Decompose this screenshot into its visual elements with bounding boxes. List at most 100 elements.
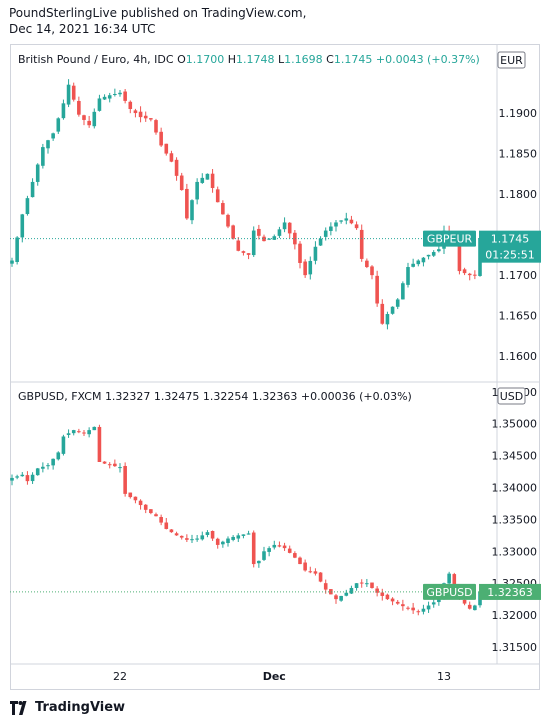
candle-body-0-63: [334, 222, 338, 227]
candle-body-0-62: [329, 226, 333, 231]
candle-body-0-58: [308, 260, 313, 275]
candle-body-1-3: [25, 475, 30, 482]
candle-body-0-24: [133, 110, 138, 114]
candle-body-1-63: [334, 595, 338, 600]
candle-body-1-68: [359, 582, 364, 584]
candle-body-0-88: [462, 269, 467, 274]
candle-body-0-22: [123, 91, 127, 101]
candle-body-0-3: [25, 198, 30, 215]
candle-body-1-55: [293, 553, 297, 558]
candle-body-0-49: [262, 236, 266, 242]
candle-body-1-0: [10, 477, 14, 481]
legend-part-0-9: +0.0043 (+0.37%): [376, 53, 480, 66]
candle-body-0-31: [169, 153, 174, 162]
candle-body-1-67: [354, 583, 359, 588]
candle-body-1-79: [416, 611, 421, 613]
candle-body-0-18: [102, 96, 107, 100]
candle-body-1-48: [257, 560, 261, 564]
candle-body-0-66: [349, 219, 354, 224]
candle-body-1-78: [411, 607, 415, 611]
candle-body-0-39: [210, 173, 215, 189]
candle-body-0-35: [190, 200, 194, 221]
candle-body-0-50: [267, 238, 271, 240]
candle-body-1-85: [447, 573, 451, 584]
candle-body-1-31: [169, 529, 174, 533]
y-tick-label-1-3: 1.33000: [492, 545, 538, 558]
candle-body-1-52: [277, 545, 282, 547]
candle-body-0-67: [354, 224, 359, 229]
candle-body-1-37: [200, 535, 205, 540]
candle-body-0-10: [61, 103, 66, 119]
candle-body-1-36: [195, 538, 199, 540]
candle-body-0-2: [20, 214, 25, 238]
candle-body-1-32: [174, 533, 179, 536]
symbol-label-box-0: [423, 230, 476, 247]
candle-body-0-27: [149, 118, 153, 120]
candle-body-0-1: [15, 237, 19, 262]
candle-body-0-17: [97, 98, 102, 111]
candle-body-1-19: [107, 464, 112, 466]
candle-body-1-44: [236, 535, 241, 539]
candle-body-1-75: [395, 601, 400, 604]
footer: TradingView: [10, 700, 125, 715]
x-tick-label-1: Dec: [263, 670, 286, 683]
candle-body-0-20: [113, 94, 117, 96]
candle-body-0-28: [154, 120, 158, 133]
candle-body-1-77: [406, 607, 410, 609]
legend-part-0-2: 1.1700: [186, 53, 228, 66]
candle-body-1-21: [118, 467, 122, 469]
price-label-box-1: [479, 583, 541, 600]
y-tick-label-0-0: 1.1600: [499, 350, 538, 363]
candle-body-0-26: [143, 115, 148, 119]
candle-body-1-2: [20, 474, 25, 477]
candle-body-0-43: [231, 225, 235, 239]
candle-body-0-61: [323, 230, 328, 237]
price-label-0: 1.1745: [491, 233, 530, 246]
symbol-label-0: GBPEUR: [427, 233, 473, 246]
candle-body-0-48: [257, 228, 261, 236]
y-tick-label-1-5: 1.34000: [492, 482, 538, 495]
candle-body-1-1: [15, 476, 19, 478]
candle-body-1-4: [30, 474, 35, 482]
candle-body-1-16: [92, 426, 97, 431]
legend-part-0-0: British Pound / Euro, 4h, IDC: [18, 53, 177, 66]
candle-body-1-25: [138, 500, 143, 506]
candle-body-0-81: [426, 254, 431, 257]
legend-part-0-3: H: [228, 53, 236, 66]
candle-body-1-6: [41, 466, 45, 469]
candle-body-1-26: [143, 504, 148, 510]
candle-body-0-19: [107, 95, 112, 99]
candle-body-1-58: [308, 571, 313, 573]
legend-part-1-4: 1.32363: [252, 390, 301, 403]
candle-body-0-23: [128, 101, 133, 110]
candle-body-0-41: [221, 203, 225, 215]
candle-body-0-11: [66, 84, 71, 105]
candle-body-0-68: [359, 229, 364, 259]
candle-body-0-16: [92, 111, 97, 127]
candle-body-1-11: [66, 433, 71, 435]
candle-body-1-46: [246, 533, 251, 535]
candle-body-0-56: [298, 243, 302, 263]
currency-label-1: USD: [500, 390, 524, 403]
y-tick-label-1-7: 1.35000: [492, 418, 538, 431]
y-tick-label-1-1: 1.32000: [492, 609, 538, 622]
candle-body-0-33: [179, 175, 184, 191]
candle-body-1-56: [298, 557, 302, 565]
candle-body-1-22: [123, 465, 127, 494]
candle-body-1-10: [61, 436, 66, 454]
legend-part-0-6: 1.1698: [284, 53, 326, 66]
candle-body-1-9: [56, 452, 61, 460]
candle-body-0-78: [411, 263, 415, 267]
candle-body-0-25: [138, 111, 143, 118]
y-tick-label-0-4: 1.1850: [499, 148, 538, 161]
candle-body-0-37: [200, 177, 205, 183]
legend-part-0-5: L: [278, 53, 285, 66]
candle-body-0-69: [365, 260, 369, 268]
tradingview-logo-icon: [10, 700, 27, 715]
candle-body-1-66: [349, 587, 354, 594]
candle-body-0-8: [51, 133, 55, 139]
candle-body-0-65: [344, 218, 349, 221]
candle-body-1-24: [133, 496, 138, 501]
legend-part-0-7: C: [326, 53, 334, 66]
